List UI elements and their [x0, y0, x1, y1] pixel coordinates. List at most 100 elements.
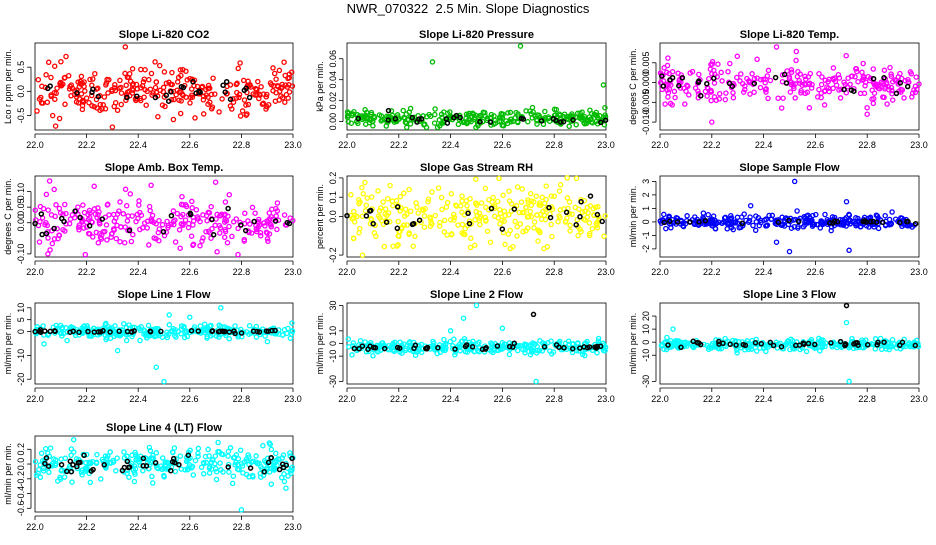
data-point: [344, 212, 350, 219]
data-point: [704, 80, 710, 87]
data-point: [379, 340, 385, 346]
data-point: [260, 91, 267, 97]
data-point: [488, 205, 495, 212]
data-point: [548, 221, 554, 228]
data-point: [345, 118, 352, 125]
data-point: [855, 78, 861, 85]
data-point: [44, 99, 51, 106]
data-point: [751, 89, 757, 95]
data-point: [237, 60, 243, 66]
data-point: [262, 223, 268, 229]
data-point: [43, 72, 49, 78]
data-point: [144, 218, 151, 225]
data-point: [901, 95, 907, 101]
data-point: [499, 226, 506, 232]
data-point: [67, 216, 74, 222]
data-point: [533, 378, 539, 385]
data-point: [666, 86, 673, 92]
data-point: [247, 465, 254, 471]
x-tick-label: 23.0: [284, 522, 302, 532]
data-point: [496, 118, 503, 125]
data-point: [835, 71, 842, 78]
data-point: [268, 446, 275, 453]
data-point: [370, 221, 376, 227]
data-point: [112, 99, 119, 106]
data-point: [830, 65, 837, 71]
data-point: [54, 85, 60, 91]
data-point: [904, 83, 911, 90]
data-point: [156, 237, 162, 244]
data-point: [63, 325, 69, 331]
data-point: [520, 116, 527, 122]
data-point: [114, 455, 120, 461]
data-point: [199, 83, 206, 90]
data-point: [282, 72, 288, 79]
data-point: [716, 90, 723, 97]
data-point: [264, 338, 271, 345]
data-point: [406, 186, 412, 193]
y-tick-label: -0.10: [16, 244, 26, 265]
data-point: [140, 79, 147, 85]
data-point: [285, 473, 291, 479]
data-point: [111, 227, 117, 233]
data-point: [287, 468, 294, 474]
data-point: [601, 233, 607, 240]
data-point: [159, 221, 166, 228]
data-point: [488, 122, 494, 128]
data-point: [781, 71, 788, 78]
data-point: [256, 460, 262, 467]
data-point: [432, 212, 439, 219]
data-point: [200, 460, 207, 466]
y-tick-label: 10: [16, 303, 26, 313]
data-point: [576, 115, 583, 121]
chart-panel-10: Slope Line 4 (LT) Flow 22.0 22.2 22.4 22.6 22…: [3, 422, 302, 532]
data-point: [235, 456, 242, 462]
data-point: [827, 220, 833, 226]
data-point: [64, 337, 70, 344]
data-point: [707, 66, 714, 72]
data-point: [483, 204, 489, 211]
data-point: [905, 218, 911, 225]
data-point: [418, 349, 425, 356]
data-point: [69, 212, 76, 218]
data-point: [160, 465, 167, 471]
data-point: [240, 77, 247, 84]
plot-frame: [659, 175, 920, 258]
data-point: [149, 455, 155, 462]
data-point: [663, 225, 669, 232]
data-point: [711, 94, 718, 100]
data-point: [864, 104, 870, 111]
data-point: [852, 74, 858, 80]
data-point: [772, 74, 779, 81]
data-point: [455, 121, 462, 128]
data-point: [281, 59, 287, 65]
data-point: [797, 71, 803, 77]
x-tick-label: 22.0: [651, 140, 669, 150]
data-point: [898, 215, 904, 221]
data-point: [68, 452, 74, 459]
data-point: [252, 210, 258, 216]
data-point: [506, 343, 513, 350]
data-point: [212, 222, 218, 229]
y-tick-label: -1: [641, 231, 651, 239]
data-point: [97, 101, 104, 108]
data-point: [397, 208, 404, 214]
x-tick-label: 22.6: [807, 394, 825, 404]
data-point: [136, 325, 142, 331]
data-point: [421, 121, 428, 127]
data-point: [95, 240, 102, 246]
data-point: [395, 242, 401, 248]
data-point: [401, 114, 407, 121]
data-point: [743, 217, 749, 224]
data-point: [573, 121, 579, 128]
y-tick-label: -30: [328, 375, 338, 388]
data-point: [888, 71, 894, 77]
data-point: [566, 123, 572, 130]
y-tick-label: 0.00: [328, 113, 338, 131]
data-point: [684, 213, 690, 219]
data-point: [362, 339, 368, 345]
data-point: [846, 247, 852, 254]
data-point: [32, 220, 38, 227]
data-point: [241, 97, 248, 103]
data-point: [531, 225, 537, 231]
